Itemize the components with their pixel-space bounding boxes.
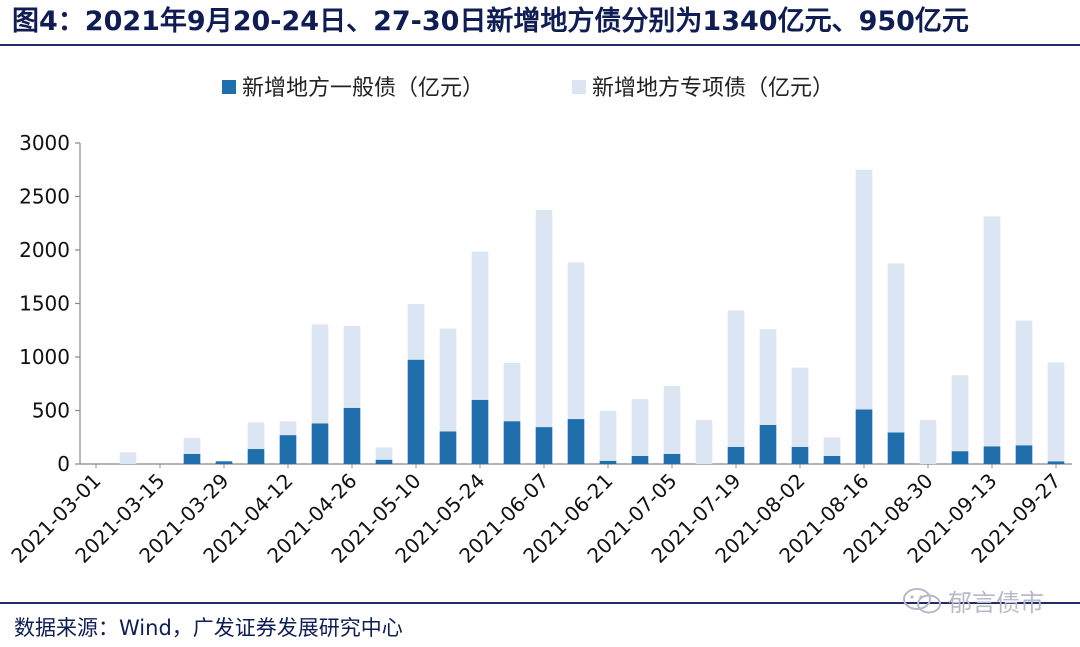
bar-general bbox=[247, 449, 265, 464]
bar-special bbox=[631, 399, 649, 456]
legend-label-1: 新增地方一般债（亿元） bbox=[242, 76, 484, 101]
bar-special bbox=[663, 385, 681, 454]
bar-general bbox=[439, 431, 457, 464]
chart-title: 图4：2021年9月20-24日、27-30日新增地方债分别为1340亿元、95… bbox=[12, 6, 969, 37]
y-tick-label: 2000 bbox=[19, 238, 70, 262]
bar-special bbox=[247, 422, 265, 450]
bar-general bbox=[983, 446, 1001, 464]
legend-swatch-2 bbox=[572, 80, 586, 94]
bar-special bbox=[503, 362, 521, 422]
bar-general bbox=[951, 451, 969, 464]
bar-general bbox=[727, 446, 745, 464]
x-axis-ticks: 2021-03-012021-03-152021-03-292021-04-12… bbox=[6, 464, 1066, 568]
bar-special bbox=[695, 420, 713, 464]
bar-general bbox=[343, 407, 361, 464]
bar-special bbox=[983, 216, 1001, 447]
bar-special bbox=[1047, 362, 1065, 462]
bar-special bbox=[471, 251, 489, 400]
bar-general bbox=[1047, 461, 1065, 464]
bar-general bbox=[855, 409, 873, 464]
bar-special bbox=[567, 262, 585, 420]
y-tick-label: 1500 bbox=[19, 292, 70, 316]
bar-general bbox=[535, 427, 553, 464]
bar-special bbox=[599, 411, 617, 461]
bar-general bbox=[279, 435, 297, 464]
source-note: 数据来源：Wind，广发证券发展研究中心 bbox=[14, 616, 403, 640]
bar-general bbox=[791, 446, 809, 464]
bar-general bbox=[407, 359, 425, 464]
bar-special bbox=[855, 169, 873, 410]
bar-special bbox=[279, 421, 297, 436]
chart-legend: 新增地方一般债（亿元） 新增地方专项债（亿元） bbox=[222, 76, 834, 101]
bar-special bbox=[439, 328, 457, 432]
y-tick-label: 0 bbox=[57, 452, 70, 476]
bar-special bbox=[119, 452, 137, 464]
y-tick-label: 3000 bbox=[19, 131, 70, 155]
bar-general bbox=[375, 459, 393, 464]
bar-special bbox=[919, 420, 937, 464]
bar-general bbox=[631, 455, 649, 464]
bar-general bbox=[503, 421, 521, 464]
bar-general bbox=[823, 455, 841, 464]
bar-special bbox=[727, 310, 745, 447]
legend-swatch-1 bbox=[222, 80, 236, 94]
watermark-text: 郁言债市 bbox=[948, 589, 1044, 617]
bar-general bbox=[471, 399, 489, 464]
bar-special bbox=[759, 329, 777, 425]
bar-general bbox=[1015, 445, 1033, 464]
bar-general bbox=[567, 419, 585, 464]
bar-special bbox=[823, 437, 841, 456]
bar-general bbox=[311, 423, 329, 464]
bar-special bbox=[407, 304, 425, 360]
bar-special bbox=[343, 325, 361, 408]
bar-special bbox=[375, 447, 393, 460]
stacked-bar-chart: 新增地方一般债（亿元） 新增地方专项债（亿元） 0 500 1000 1500 2000 2… bbox=[6, 76, 1072, 568]
legend-label-2: 新增地方专项债（亿元） bbox=[592, 76, 834, 101]
bar-special bbox=[1015, 320, 1033, 446]
footer-divider bbox=[0, 602, 1080, 604]
bar-special bbox=[951, 375, 969, 452]
bar-special bbox=[887, 263, 905, 433]
wechat-icon bbox=[903, 587, 941, 613]
y-tick-label: 2500 bbox=[19, 185, 70, 209]
watermark: 郁言债市 bbox=[902, 583, 1044, 618]
y-tick-label: 500 bbox=[32, 399, 70, 423]
chart-axes: 0 500 1000 1500 2000 2500 3000 bbox=[19, 131, 1072, 476]
bar-general bbox=[215, 461, 233, 464]
bar-general bbox=[183, 453, 201, 464]
chart-bars bbox=[119, 169, 1065, 464]
bar-special bbox=[535, 209, 553, 428]
bar-general bbox=[887, 432, 905, 464]
bar-special bbox=[791, 367, 809, 447]
bar-general bbox=[599, 460, 617, 464]
bar-general bbox=[759, 424, 777, 464]
bar-special bbox=[311, 324, 329, 424]
bar-special bbox=[183, 437, 201, 454]
title-divider bbox=[0, 44, 1080, 46]
y-tick-label: 1000 bbox=[19, 345, 70, 369]
bar-general bbox=[663, 453, 681, 464]
